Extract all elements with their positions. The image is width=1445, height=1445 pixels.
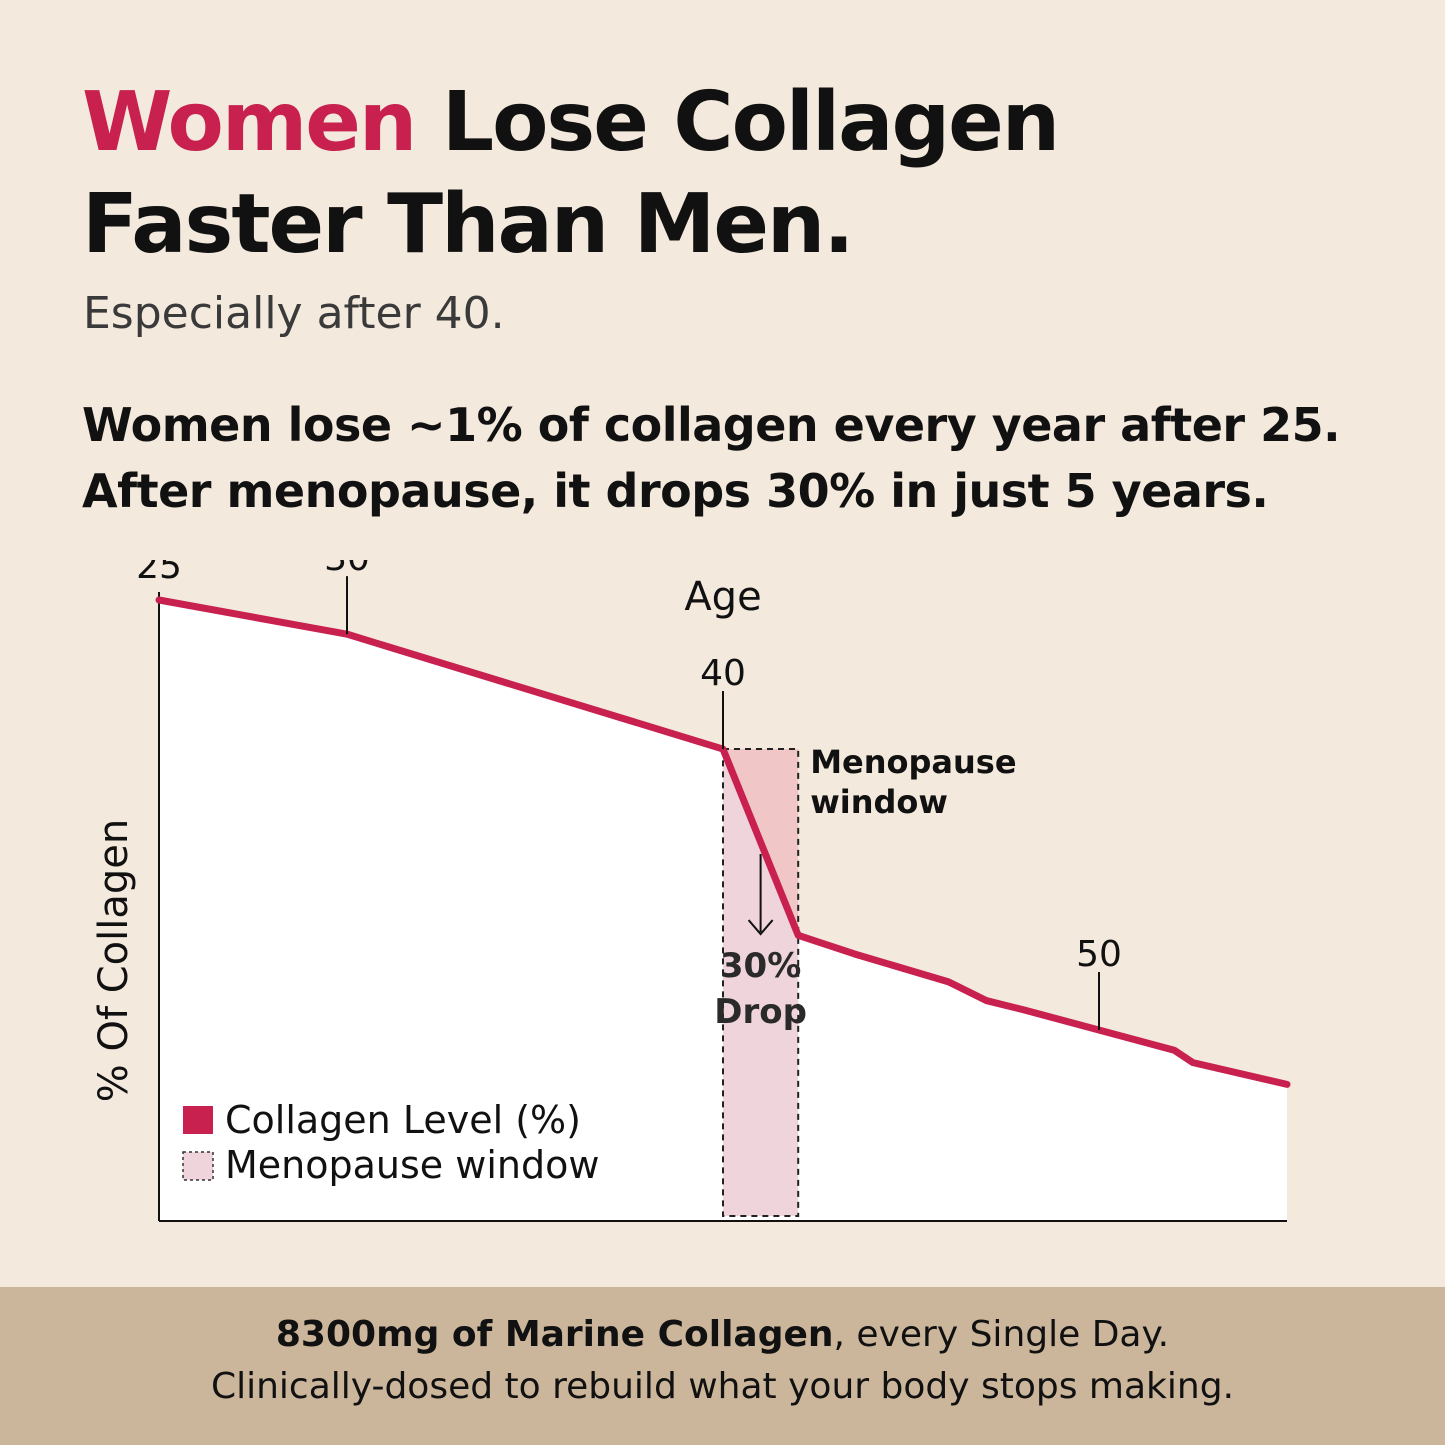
- footer-line1-rest: , every Single Day.: [833, 1314, 1170, 1355]
- drop-annotation-line-2: Drop: [714, 992, 807, 1032]
- legend-label-collagen: Collagen Level (%): [225, 1098, 581, 1142]
- x-axis-label: Age: [684, 574, 761, 620]
- tick-label-30: 30: [324, 560, 370, 579]
- tick-label-25: 25: [136, 560, 182, 587]
- drop-annotation-line-1: 30%: [720, 946, 801, 986]
- headline-line1-rest: Lose Collagen: [415, 75, 1060, 170]
- tick-label-50: 50: [1076, 934, 1122, 975]
- headline-line2: Faster Than Men.: [82, 177, 854, 272]
- legend-label-menopause: Menopause window: [225, 1143, 599, 1187]
- footer-line-1: 8300mg of Marine Collagen, every Single …: [0, 1309, 1445, 1361]
- tick-label-40: 40: [700, 653, 746, 694]
- headline: Women Lose Collagen Faster Than Men.: [82, 72, 1060, 276]
- menopause-window-fill: [723, 749, 799, 1216]
- stat-text: Women lose ~1% of collagen every year af…: [82, 392, 1341, 524]
- stat-line-2: After menopause, it drops 30% in just 5 …: [82, 464, 1269, 518]
- y-axis-label: % Of Collagen: [91, 819, 137, 1103]
- footer-banner: 8300mg of Marine Collagen, every Single …: [0, 1287, 1445, 1445]
- collagen-level-line: [155, 596, 1291, 1088]
- menopause-label-line-1: Menopause: [810, 743, 1016, 781]
- headline-accent-word: Women: [82, 75, 417, 170]
- subhead: Especially after 40.: [83, 288, 505, 339]
- menopause-label-line-2: window: [810, 783, 948, 821]
- legend-swatch-collagen: [183, 1106, 213, 1134]
- footer-bold-text: 8300mg of Marine Collagen: [275, 1314, 834, 1355]
- menopause-window-border: [722, 748, 800, 1217]
- drop-arrow-head: [747, 919, 774, 936]
- footer-line-2: Clinically-dosed to rebuild what your bo…: [210, 1366, 1235, 1407]
- legend-swatch-menopause: [182, 1151, 214, 1181]
- stat-line-1: Women lose ~1% of collagen every year af…: [82, 398, 1341, 452]
